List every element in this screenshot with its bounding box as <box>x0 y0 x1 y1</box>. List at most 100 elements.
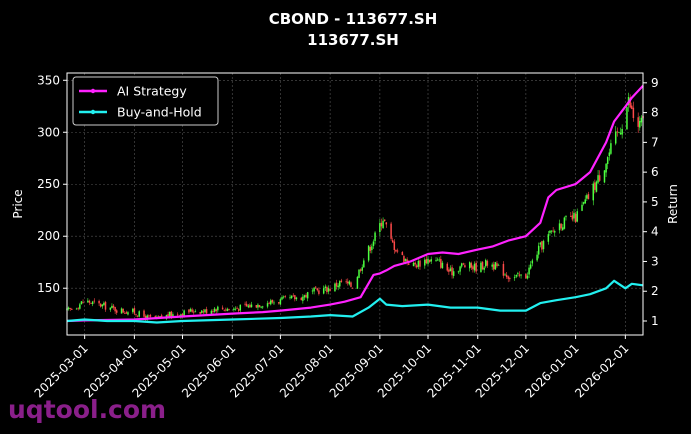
candle-body <box>260 306 262 308</box>
candle-body <box>104 301 107 310</box>
candle-body <box>340 280 343 282</box>
legend: AI Strategy Buy-and-Hold <box>72 76 219 126</box>
candle-body <box>475 262 477 272</box>
candle-body <box>610 143 612 154</box>
candle-body <box>584 199 586 204</box>
candle-body <box>486 261 489 266</box>
candle-body <box>294 295 296 300</box>
candle-body <box>348 281 351 285</box>
candle-body <box>457 271 460 273</box>
candle-body <box>306 292 309 299</box>
candle-body <box>292 295 294 297</box>
candle-body <box>115 310 118 313</box>
candle-body <box>125 312 128 314</box>
candle-body <box>337 285 339 288</box>
candle-body <box>210 310 213 314</box>
candle-body <box>554 231 556 233</box>
candle-body <box>194 311 197 313</box>
return-tick-label: 2 <box>651 284 659 298</box>
candle-body <box>278 302 280 304</box>
candle-body <box>549 230 551 233</box>
candle-body <box>112 305 115 308</box>
candle-body <box>205 309 208 314</box>
candle-body <box>367 245 370 261</box>
candle-body <box>598 175 601 181</box>
candle-body <box>537 245 540 255</box>
candle-body <box>452 271 455 276</box>
candle-body <box>395 249 397 252</box>
candle-body <box>188 309 190 313</box>
candle-body <box>135 313 137 315</box>
candle-body <box>167 314 169 317</box>
candle-body <box>181 313 184 317</box>
candle-body <box>79 304 81 309</box>
candles <box>66 92 644 323</box>
candle-body <box>536 254 538 261</box>
candle-body <box>289 297 291 299</box>
candle-body <box>435 260 437 261</box>
candle-body <box>592 183 595 201</box>
candle-body <box>637 117 639 127</box>
candle-body <box>570 216 572 217</box>
candle-body <box>425 259 428 264</box>
candle-body <box>111 305 113 309</box>
candle-body <box>597 175 599 183</box>
candle-body <box>324 286 327 288</box>
return-tick-label: 1 <box>651 314 659 328</box>
candle-body <box>494 262 497 270</box>
candle-body <box>237 309 240 311</box>
candle-body <box>223 309 225 311</box>
candle-body <box>201 310 203 313</box>
candle-body <box>390 223 392 239</box>
candle-body <box>581 204 583 211</box>
candle-body <box>493 264 495 270</box>
return-tick-label: 6 <box>651 165 659 179</box>
candle-body <box>136 315 139 317</box>
candle-body <box>550 230 553 232</box>
candle-body <box>427 258 429 264</box>
candle-body <box>605 163 607 173</box>
candle-body <box>520 274 522 276</box>
candle-body <box>369 247 371 251</box>
candle-body <box>149 315 152 317</box>
candle-body <box>531 260 534 264</box>
candle-body <box>539 242 542 245</box>
candle-body <box>509 278 511 280</box>
candle-body <box>629 97 631 108</box>
candle-body <box>329 289 331 291</box>
candle-body <box>436 259 439 261</box>
candle-body <box>88 300 91 303</box>
price-tick-label: 300 <box>37 125 60 139</box>
candle-body <box>481 261 484 270</box>
candle-body <box>302 296 304 301</box>
candle-body <box>562 227 564 231</box>
candle-body <box>249 304 251 308</box>
candle-body <box>419 260 421 267</box>
candle-body <box>191 309 193 312</box>
candle-body <box>619 132 622 135</box>
return-tick-label: 3 <box>651 254 659 268</box>
candle-body <box>159 316 161 318</box>
candle-body <box>406 259 408 263</box>
candle-body <box>122 308 124 313</box>
candle-body <box>379 223 381 233</box>
candle-body <box>404 259 407 261</box>
candle-body <box>361 267 363 271</box>
candle-body <box>438 259 440 261</box>
candle-body <box>77 307 79 309</box>
return-tick-label: 5 <box>651 195 659 209</box>
candle-body <box>618 131 620 133</box>
candle-body <box>529 264 532 269</box>
candle-body <box>525 273 527 279</box>
candle-body <box>226 308 229 311</box>
return-tick-label: 8 <box>651 106 659 120</box>
candle-body <box>98 301 100 304</box>
candle-body <box>451 267 453 276</box>
candle-body <box>504 274 506 276</box>
candle-body <box>573 212 575 219</box>
candle-body <box>473 263 476 271</box>
candle-body <box>356 276 359 289</box>
candle-body <box>626 107 628 130</box>
candle-body <box>279 299 282 305</box>
candle-body <box>266 303 269 307</box>
